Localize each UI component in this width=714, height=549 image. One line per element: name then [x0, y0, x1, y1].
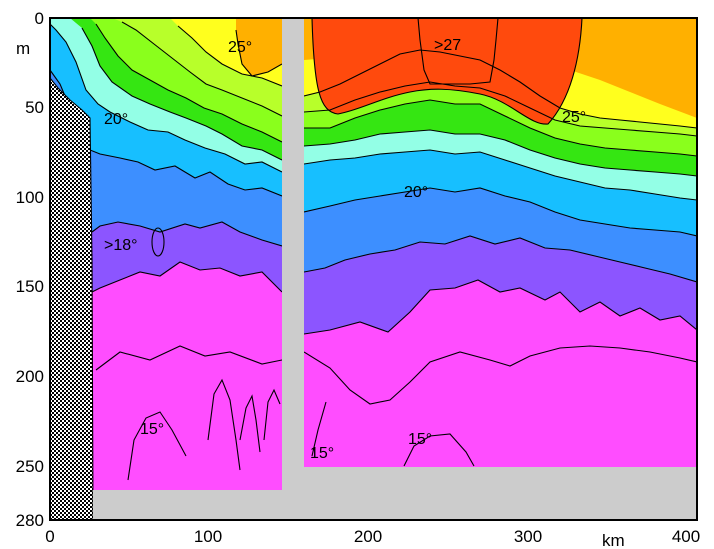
- y-tick-label: 150: [16, 277, 44, 296]
- x-tick-label: 300: [514, 527, 542, 546]
- isotherm-label: >27: [434, 37, 461, 54]
- x-tick-label: 400: [672, 527, 700, 546]
- y-tick-label: 250: [16, 457, 44, 476]
- y-tick-label: 280: [16, 511, 44, 530]
- y-tick-label: 100: [16, 188, 44, 207]
- isotherm-label: 20°: [404, 184, 428, 201]
- y-tick-label: 200: [16, 367, 44, 386]
- y-axis: m 0 50 100 150 200 250 280: [16, 9, 44, 530]
- y-tick-label: 50: [25, 98, 44, 117]
- topography: [50, 18, 93, 520]
- x-tick-label: 200: [354, 527, 382, 546]
- isotherm-label: >18°: [104, 237, 138, 254]
- x-axis-unit: km: [602, 531, 625, 549]
- layer-27: [312, 18, 582, 125]
- no-data-bottom-right: [304, 467, 697, 520]
- isotherm-label: 25°: [228, 39, 252, 56]
- layer-26: [236, 18, 282, 76]
- isotherm-label: 15°: [310, 445, 334, 462]
- isotherm-label: 25°: [562, 109, 586, 126]
- isotherm-label: 15°: [140, 421, 164, 438]
- no-data-gap: [282, 18, 304, 520]
- isotherm-label: 15°: [408, 431, 432, 448]
- no-data-bottom-left: [93, 490, 304, 520]
- y-tick-label: 0: [35, 9, 44, 28]
- x-tick-label: 100: [194, 527, 222, 546]
- isotherm-label: 20°: [104, 111, 128, 128]
- right-section-panel: [304, 18, 697, 467]
- plot-frame: [49, 17, 698, 521]
- y-axis-unit: m: [16, 39, 30, 58]
- x-tick-label: 0: [45, 527, 54, 546]
- x-axis: 0 100 200 300 400 km: [45, 527, 700, 549]
- left-section-panel: [50, 18, 282, 490]
